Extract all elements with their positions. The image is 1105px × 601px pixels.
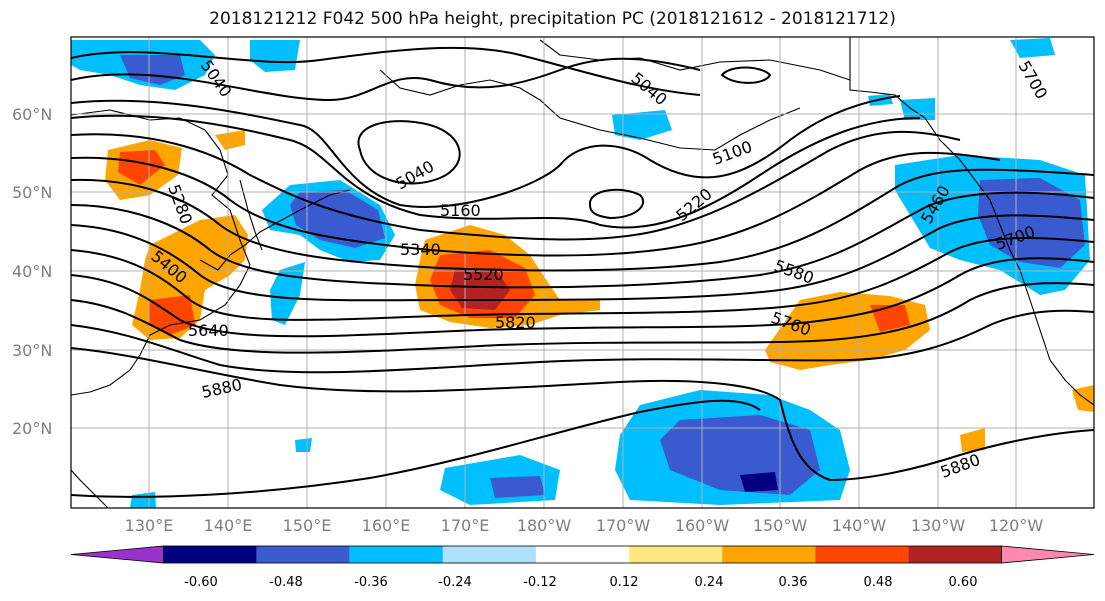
precip-region	[250, 40, 300, 72]
coastline	[379, 69, 801, 151]
colorbar-segment	[163, 546, 257, 563]
coastline	[849, 37, 1094, 406]
height-contour	[589, 188, 645, 220]
height-contour	[71, 46, 701, 96]
height-contour	[71, 95, 901, 208]
precip-region	[960, 428, 985, 452]
coastline	[71, 469, 109, 508]
height-contour	[71, 214, 1094, 302]
longitude-label: 150°W	[753, 516, 808, 535]
precip-region	[295, 438, 312, 452]
height-contour	[71, 191, 1094, 289]
longitude-label: 170°W	[596, 516, 651, 535]
colorbar-label: 0.24	[695, 575, 724, 590]
height-contour	[71, 151, 1001, 257]
precip-region	[490, 476, 545, 498]
precip-region	[612, 110, 672, 140]
contour-label: 5340	[400, 240, 441, 259]
colorbar-label: -0.12	[523, 575, 557, 590]
coastline	[239, 179, 263, 251]
contour-label: 5640	[188, 321, 229, 340]
colorbar-label: -0.60	[184, 575, 218, 590]
coastline	[71, 109, 251, 396]
height-contour	[71, 168, 1094, 272]
colorbar-label: 0.12	[610, 575, 639, 590]
height-contour	[71, 130, 961, 241]
height-contour	[71, 114, 921, 229]
precip-region	[870, 305, 910, 332]
precip-region	[900, 98, 935, 120]
contour-label: 5160	[440, 201, 481, 220]
longitude-label: 120°W	[989, 516, 1044, 535]
height-contour	[71, 57, 701, 102]
longitude-labels: 130°E 140°E 150°E 160°E 170°E 180°W 170°…	[125, 516, 1044, 535]
colorbar-segment	[535, 546, 630, 563]
height-contour	[71, 309, 1094, 374]
map-frame	[70, 36, 1095, 509]
colorbar-segment	[256, 546, 350, 563]
longitude-label: 160°W	[675, 516, 730, 535]
colorbar: -0.60 -0.48 -0.36 -0.24 -0.12 0.12 0.24 …	[70, 545, 1095, 590]
latitude-label: 40°N	[12, 262, 52, 281]
latitude-labels: 60°N 50°N 40°N 30°N 20°N	[12, 105, 52, 438]
colorbar-segment	[815, 546, 909, 563]
colorbar-label: -0.48	[269, 575, 303, 590]
height-contour	[71, 399, 761, 498]
colorbar-label: 0.60	[949, 575, 978, 590]
height-contour	[71, 347, 1094, 482]
colorbar-label: -0.36	[354, 575, 388, 590]
precip-region	[978, 178, 1085, 268]
latitude-label: 50°N	[12, 183, 52, 202]
longitude-label: 150°E	[283, 516, 332, 535]
latitude-label: 60°N	[12, 105, 52, 124]
height-contour	[357, 120, 461, 185]
height-contour	[71, 282, 1094, 354]
colorbar-segment	[629, 546, 723, 563]
map-title: 2018121212 F042 500 hPa height, precipit…	[209, 9, 896, 29]
colorbar-extend-low	[70, 545, 164, 564]
coastlines	[71, 37, 1094, 508]
precip-region	[215, 130, 245, 150]
height-contour	[71, 257, 1094, 338]
latitude-label: 20°N	[12, 419, 52, 438]
colorbar-segment	[722, 546, 816, 563]
colorbar-extend-high	[1001, 545, 1095, 564]
longitude-label: 130°W	[911, 516, 966, 535]
colorbar-labels: -0.60 -0.48 -0.36 -0.24 -0.12 0.12 0.24 …	[184, 575, 977, 590]
longitude-label: 160°E	[362, 516, 411, 535]
coastline	[539, 39, 851, 81]
latitude-label: 30°N	[12, 341, 52, 360]
contour-label: 5520	[463, 265, 504, 284]
colorbar-label: 0.48	[864, 575, 893, 590]
coastline	[199, 189, 351, 271]
height-contours	[71, 46, 1094, 498]
longitude-label: 170°E	[441, 516, 490, 535]
longitude-label: 180°W	[517, 516, 572, 535]
longitude-label: 130°E	[125, 516, 174, 535]
colorbar-segment	[442, 546, 536, 563]
colorbar-outline	[163, 545, 1002, 564]
colorbar-segment	[349, 546, 443, 563]
contour-label: 5820	[495, 313, 536, 332]
colorbar-label: 0.36	[779, 575, 808, 590]
longitude-label: 140°E	[204, 516, 253, 535]
map-content: 5040 5040 5040 5100 5160 5220 5280 5340 …	[71, 37, 1094, 508]
colorbar-segment	[908, 546, 1002, 563]
longitude-label: 140°W	[832, 516, 887, 535]
colorbar-label: -0.24	[438, 575, 472, 590]
precip-region	[740, 472, 778, 492]
precip-region	[1010, 38, 1055, 58]
height-contour	[720, 66, 772, 84]
precip-region	[118, 150, 165, 185]
colorbar-segments	[70, 545, 1095, 564]
height-contour	[71, 236, 1094, 321]
